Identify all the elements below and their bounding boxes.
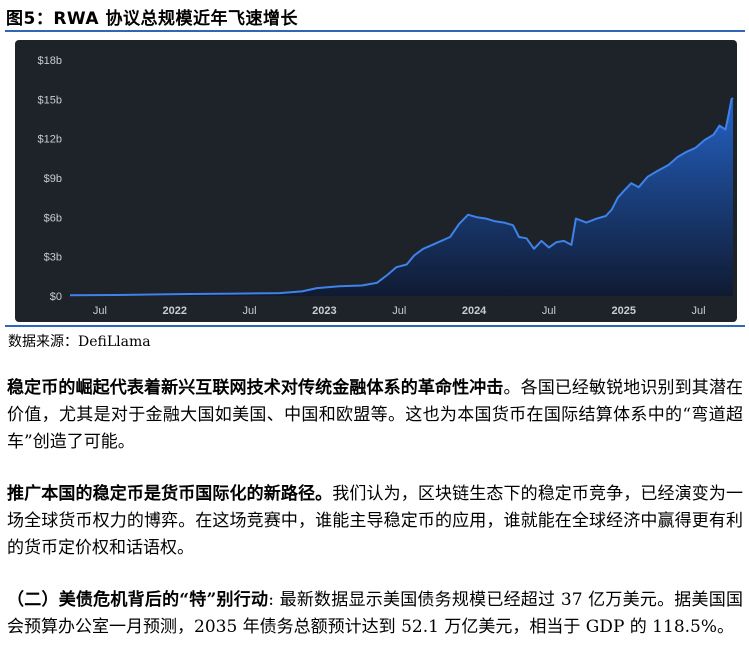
x-tick-label: Jul xyxy=(392,305,406,317)
paragraph-body: 。各国已经敏锐地识别到其潜在价值，尤其是对于金融大国如美国、中国和欧盟等。这也为… xyxy=(7,378,744,452)
y-tick-label: $6b xyxy=(44,212,62,224)
paragraph-stablecoin-rise: 稳定币的崛起代表着新兴互联网技术对传统金融体系的革命性冲击。各国已经敏锐地识别到… xyxy=(7,375,743,456)
series-line xyxy=(69,97,734,297)
y-tick-label: $0 xyxy=(50,291,62,303)
y-tick-label: $18b xyxy=(38,55,62,67)
rwa-tvl-chart: $0 $3b $6b $9b $12b $15b $18b Jul 2022 Jul 2023 Ju… xyxy=(15,40,737,322)
y-tick-label: $9b xyxy=(44,173,62,185)
series-area-fill xyxy=(70,98,733,296)
x-tick-label: 2024 xyxy=(462,305,487,317)
paragraph-body: 我们认为，区块链生态下的稳定币竞争，已经演变为一场全球货币权力的博弈。在这场竞赛… xyxy=(7,484,744,558)
plot-area xyxy=(69,97,734,297)
chart-canvas: $0$3b$6b$9b$12b$15b$18b Jul 2022 Jul 2023 Ju… xyxy=(38,55,734,317)
x-tick-label: 2025 xyxy=(612,305,636,317)
y-tick-label: $3b xyxy=(44,252,62,264)
figure-top-rule xyxy=(5,30,745,32)
y-axis: $0 $3b $6b $9b $12b $15b $18b xyxy=(38,55,62,303)
y-tick-label: $15b xyxy=(38,94,62,106)
y-tick-label: $12b xyxy=(38,134,62,146)
paragraph-us-debt: （二）美债危机背后的“特”别行动: 最新数据显示美国债务规模已经超过 37 亿万… xyxy=(7,587,743,641)
x-axis: Jul 2022 Jul 2023 Jul 2024 Jul 2025 Jul xyxy=(93,305,706,317)
paragraph-lead-bold: 稳定币的崛起代表着新兴互联网技术对传统金融体系的革命性冲击 xyxy=(7,378,504,398)
paragraph-lead-bold: 推广本国的稳定币是货币国际化的新路径。 xyxy=(7,484,333,504)
figure-title: 图5：RWA 协议总规模近年飞速增长 xyxy=(6,9,298,29)
paragraph-body: : 最新数据显示美国债务规模已经超过 37 亿万美元。据美国国会预算办公室一月预… xyxy=(7,590,743,637)
x-tick-label: Jul xyxy=(542,305,556,317)
x-tick-label: 2022 xyxy=(163,305,187,317)
figure-source: 数据来源：DefiLlama xyxy=(8,334,151,350)
paragraph-currency-internationalization: 推广本国的稳定币是货币国际化的新路径。我们认为，区块链生态下的稳定币竞争，已经演… xyxy=(7,481,743,562)
section-heading-bold: （二）美债危机背后的“特”别行动 xyxy=(7,590,269,610)
x-tick-label: Jul xyxy=(243,305,257,317)
x-tick-label: Jul xyxy=(692,305,706,317)
figure-bottom-rule xyxy=(5,325,745,327)
x-tick-label: 2023 xyxy=(312,305,336,317)
x-tick-label: Jul xyxy=(93,305,107,317)
